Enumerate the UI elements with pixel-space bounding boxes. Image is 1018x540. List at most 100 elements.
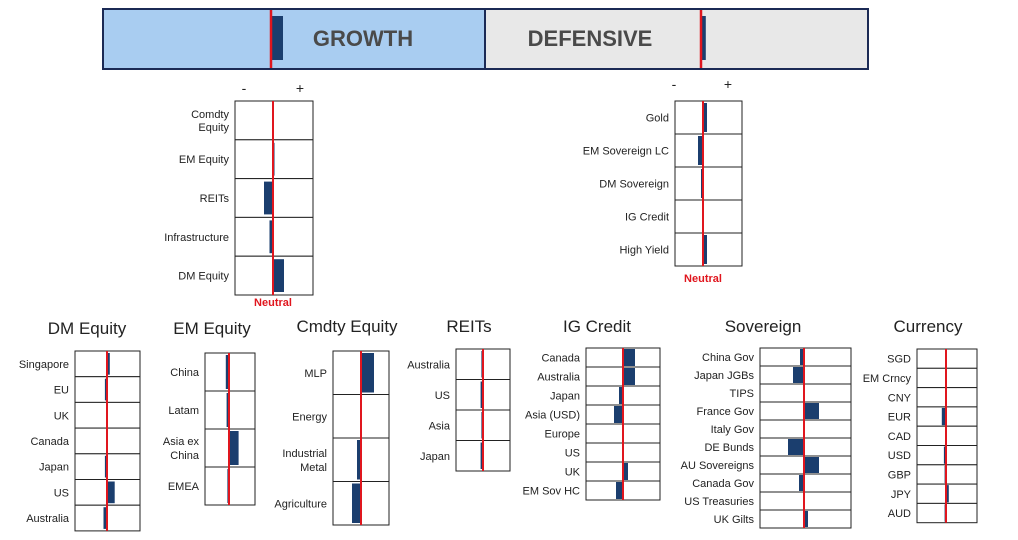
bottom-panel-3-bar bbox=[480, 442, 483, 469]
bottom-panel-5-row-box bbox=[759, 491, 852, 511]
bottom-panel-4-bar bbox=[623, 349, 635, 366]
bottom-panel-4-bar bbox=[619, 387, 623, 404]
minus-sign: - bbox=[672, 76, 677, 92]
top-panel-1-row-box bbox=[674, 199, 743, 234]
bottom-panel-2-bar bbox=[361, 353, 374, 393]
bottom-panel-5-bar bbox=[804, 403, 819, 419]
bottom-panel-5-row-label: China Gov bbox=[702, 352, 754, 364]
bottom-panel-4-bar bbox=[623, 368, 635, 385]
growth-position-bar bbox=[271, 16, 283, 60]
bottom-panel-2-row-label: Energy bbox=[292, 411, 327, 423]
bottom-panel-3-bar bbox=[480, 381, 483, 408]
bottom-panel-5-row-label: UK Gilts bbox=[714, 514, 755, 526]
bottom-panel-2-title: Cmdty Equity bbox=[296, 317, 398, 336]
bottom-panel-3-title: REITs bbox=[446, 317, 491, 336]
top-panel-1-row-label: EM Sovereign LC bbox=[583, 146, 669, 158]
bottom-panel-5-bar bbox=[799, 475, 804, 491]
bottom-panel-4-title: IG Credit bbox=[563, 317, 631, 336]
bottom-panel-5-row-box bbox=[759, 473, 852, 493]
bottom-panel-0-row-label: EU bbox=[54, 385, 69, 397]
bottom-panel-0-bar bbox=[107, 353, 110, 375]
bottom-panel-6-row-label: SGD bbox=[887, 354, 911, 366]
plus-sign: + bbox=[296, 80, 304, 96]
bottom-panel-5-row-label: US Treasuries bbox=[684, 496, 754, 508]
bottom-panel-4-row-label: Australia bbox=[537, 372, 581, 384]
bottom-panel-6-title: Currency bbox=[894, 317, 963, 336]
neutral-label: Neutral bbox=[684, 273, 722, 285]
bottom-panel-1-row-label: China bbox=[170, 367, 200, 379]
bottom-panel-4-row-label: Asia (USD) bbox=[525, 410, 580, 422]
bottom-panel-5-row-label: TIPS bbox=[730, 388, 754, 400]
bottom-panel-2-row-label: Agriculture bbox=[274, 498, 327, 510]
bottom-panel-5-bar bbox=[804, 511, 808, 527]
defensive-panel bbox=[485, 9, 868, 69]
bottom-panel-6-bar bbox=[946, 485, 949, 503]
bottom-panel-1-bar bbox=[225, 355, 229, 389]
bottom-panel-5-bar bbox=[804, 457, 819, 473]
bottom-panel-6-row-label: EM Crncy bbox=[863, 373, 912, 385]
bottom-panel-6-row-label: JPY bbox=[891, 489, 912, 501]
bottom-panel-6-row-label: GBP bbox=[888, 469, 911, 481]
bottom-panel-6-row-label: EUR bbox=[888, 412, 911, 424]
bottom-panel-2-row-label: Industrial Metal bbox=[282, 448, 327, 474]
top-panel-1-bar bbox=[703, 103, 707, 132]
bottom-panel-6-bar bbox=[941, 407, 946, 426]
bottom-panel-1-bar bbox=[226, 393, 229, 427]
minus-sign: - bbox=[242, 80, 247, 96]
bottom-panel-6-row-label: USD bbox=[888, 450, 911, 462]
bottom-panel-5-row-box bbox=[759, 419, 852, 439]
bottom-panel-1-title: EM Equity bbox=[173, 319, 251, 338]
bottom-panel-0-bar bbox=[103, 507, 107, 529]
bottom-panel-5-row-box bbox=[759, 437, 852, 457]
bottom-panel-4-bar bbox=[614, 406, 623, 423]
bottom-panel-6-row-label: CNY bbox=[888, 392, 912, 404]
bottom-panel-5-title: Sovereign bbox=[725, 317, 802, 336]
top-panel-0-bar bbox=[273, 259, 284, 292]
growth-panel bbox=[103, 9, 485, 69]
bottom-panel-4-bar bbox=[623, 463, 628, 480]
bottom-panel-5-row-label: Japan JGBs bbox=[694, 370, 754, 382]
top-panel-1-row-box bbox=[674, 166, 743, 201]
bottom-panel-6-row-label: AUD bbox=[888, 508, 911, 520]
bottom-panel-0-title: DM Equity bbox=[48, 319, 127, 338]
bottom-panel-2-bar bbox=[352, 483, 361, 523]
bottom-panel-3-row-label: US bbox=[435, 390, 450, 402]
bottom-panel-4-row-label: Europe bbox=[545, 429, 580, 441]
bottom-panel-5-row-box bbox=[759, 347, 852, 367]
bottom-panel-1-row-label: EMEA bbox=[168, 481, 200, 493]
bottom-panel-5-row-label: AU Sovereigns bbox=[681, 460, 755, 472]
bottom-panel-0-row-label: UK bbox=[54, 410, 70, 422]
bottom-panel-5-row-label: Canada Gov bbox=[692, 478, 754, 490]
top-panel-1-row-label: High Yield bbox=[619, 245, 669, 257]
top-panel-0-bar bbox=[264, 181, 273, 215]
top-panel-1-row-label: IG Credit bbox=[625, 212, 669, 224]
defensive-label: DEFENSIVE bbox=[528, 26, 653, 51]
bottom-panel-1-row-label: Latam bbox=[168, 405, 199, 417]
bottom-panel-5-row-label: DE Bunds bbox=[704, 442, 754, 454]
top-panel-0-row-label: EM Equity bbox=[179, 154, 230, 166]
bottom-panel-0-bar bbox=[104, 378, 107, 401]
bottom-panel-3-row-label: Japan bbox=[420, 451, 450, 463]
bottom-panel-1-bar bbox=[229, 431, 239, 465]
bottom-panel-0-bar bbox=[107, 481, 115, 504]
defensive-position-bar bbox=[701, 16, 706, 60]
bottom-panel-1-row-label: Asia ex China bbox=[163, 436, 200, 462]
bottom-panel-4-row-label: US bbox=[565, 448, 580, 460]
bottom-panel-2-bar bbox=[357, 440, 361, 480]
top-panel-0-row-label: Infrastructure bbox=[164, 232, 229, 244]
top-panel-1-row-label: Gold bbox=[646, 113, 669, 125]
bottom-panel-6-row-label: CAD bbox=[888, 431, 911, 443]
top-panel-0-row-label: Comdty Equity bbox=[191, 109, 229, 134]
top-panel-1-bar bbox=[703, 235, 707, 264]
bottom-panel-5-bar bbox=[793, 367, 804, 383]
bottom-panel-4-row-label: EM Sov HC bbox=[523, 486, 581, 498]
bottom-panel-4-row-label: UK bbox=[565, 467, 581, 479]
top-panel-1-row-box bbox=[674, 232, 743, 267]
bottom-panel-5-row-label: Italy Gov bbox=[711, 424, 755, 436]
top-panel-0-bar bbox=[269, 220, 273, 254]
top-panel-0-row-label: DM Equity bbox=[178, 271, 229, 283]
top-panel-1-row-box bbox=[674, 133, 743, 168]
bottom-panel-5-bar bbox=[788, 439, 804, 455]
bottom-panel-5-bar bbox=[800, 349, 804, 365]
top-panel-1-row-label: DM Sovereign bbox=[599, 179, 669, 191]
